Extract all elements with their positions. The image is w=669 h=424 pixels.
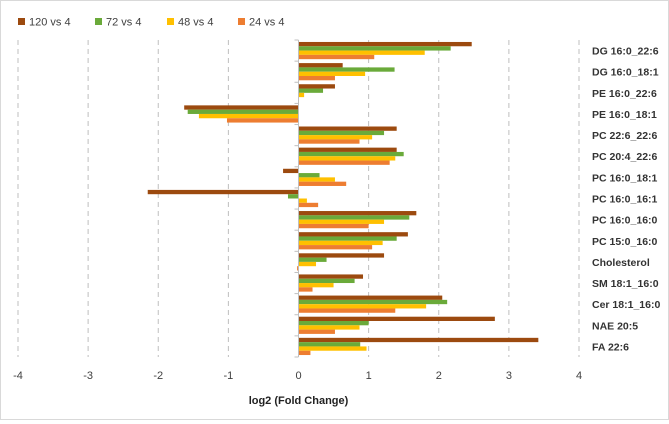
bar: [148, 190, 299, 194]
category-label: Cer 18:1_16:0: [592, 299, 660, 311]
bar: [299, 89, 324, 93]
bar: [299, 296, 443, 300]
category-label: Cholesterol: [592, 257, 650, 269]
x-tick-label: 3: [506, 370, 512, 382]
bar: [299, 262, 317, 266]
legend-label: 48 vs 4: [178, 17, 213, 29]
bar: [184, 105, 298, 109]
bar: [227, 118, 299, 122]
bar: [299, 232, 408, 236]
bar: [299, 279, 355, 283]
category-label: DG 16:0_22:6: [592, 46, 659, 58]
bar: [288, 194, 299, 198]
bar: [299, 46, 451, 50]
bar: [299, 148, 397, 152]
bar: [299, 93, 305, 97]
x-tick-label: 1: [366, 370, 372, 382]
bar: [299, 63, 343, 67]
legend: 120 vs 4 72 vs 4 48 vs 4 24 vs 4: [18, 17, 284, 29]
bar: [299, 283, 334, 287]
x-tick-labels: -4 -3 -2 -1 0 1 2 3 4: [13, 370, 582, 382]
bar: [299, 127, 397, 131]
bar: [299, 51, 425, 55]
bar: [299, 131, 385, 135]
category-label: PE 16:0_18:1: [592, 109, 657, 121]
category-label: FA 22:6: [592, 341, 629, 353]
category-label: DG 16:0_18:1: [592, 67, 659, 79]
legend-swatch: [167, 18, 174, 25]
bar: [299, 346, 367, 350]
category-label: PC 16:0_18:1: [592, 172, 658, 184]
bar: [299, 308, 396, 312]
bar: [299, 67, 395, 71]
bar: [299, 325, 360, 329]
x-tick-label: 4: [576, 370, 582, 382]
category-labels: DG 16:0_22:6 DG 16:0_18:1 PE 16:0_22:6 PE 1…: [592, 46, 660, 354]
bar: [299, 351, 311, 355]
category-label: PC 16:0_16:0: [592, 215, 658, 227]
bar: [299, 215, 410, 219]
bar: [299, 321, 369, 325]
bar: [299, 300, 448, 304]
bar: [299, 304, 427, 308]
bar: [299, 203, 319, 207]
bar: [299, 199, 307, 203]
bar: [299, 139, 360, 143]
category-label: NAE 20:5: [592, 320, 638, 332]
bar: [299, 220, 385, 224]
x-tick-label: 2: [436, 370, 442, 382]
bar: [299, 152, 404, 156]
category-label: PC 22:6_22:6: [592, 130, 658, 142]
legend-label: 24 vs 4: [249, 17, 284, 29]
bars: [148, 42, 539, 355]
bar: [299, 317, 495, 321]
bar: [299, 135, 373, 139]
bar: [299, 177, 335, 181]
category-label: PC 16:0_16:1: [592, 194, 658, 206]
bar: [299, 224, 369, 228]
x-tick-label: -4: [13, 370, 23, 382]
bar: [299, 241, 383, 245]
bar: [299, 72, 366, 76]
bar: [299, 245, 373, 249]
bar: [283, 169, 298, 173]
bar: [299, 287, 313, 291]
legend-label: 72 vs 4: [106, 17, 141, 29]
bar: [299, 338, 539, 342]
x-tick-label: -3: [83, 370, 93, 382]
bar: [299, 253, 385, 257]
category-label: PE 16:0_22:6: [592, 88, 657, 100]
bar: [188, 110, 299, 114]
bar: [299, 173, 320, 177]
bar: [299, 274, 364, 278]
bar: [299, 236, 397, 240]
bar: [299, 330, 335, 334]
legend-swatch: [18, 18, 25, 25]
bar: [299, 161, 390, 165]
bar: [199, 114, 299, 118]
legend-label: 120 vs 4: [29, 17, 71, 29]
category-label: PC 20:4_22:6: [592, 151, 658, 163]
bar: [299, 211, 417, 215]
x-tick-label: -1: [223, 370, 233, 382]
bar: [299, 258, 327, 262]
bar: [299, 42, 472, 46]
bar: [299, 342, 361, 346]
x-tick-label: -2: [153, 370, 163, 382]
bar: [299, 182, 347, 186]
legend-swatch: [238, 18, 245, 25]
bar: [299, 156, 396, 160]
x-axis-label: log2 (Fold Change): [249, 395, 349, 407]
category-label: SM 18:1_16:0: [592, 278, 659, 290]
category-label: PC 15:0_16:0: [592, 236, 658, 248]
bar: [299, 84, 335, 88]
x-tick-label: 0: [295, 370, 301, 382]
legend-swatch: [95, 18, 102, 25]
bar: [299, 55, 375, 59]
bar: [299, 76, 335, 80]
